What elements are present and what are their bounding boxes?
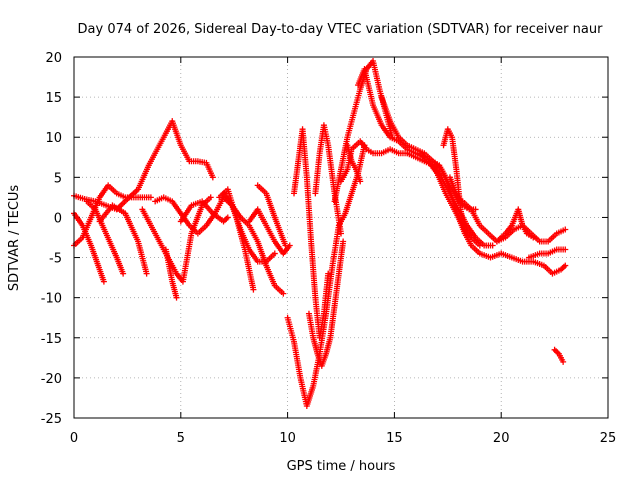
data-point [209, 174, 216, 181]
series-track-20 [344, 142, 364, 185]
series-track-12 [246, 206, 293, 257]
data-point [560, 358, 567, 365]
series-track-31 [525, 246, 569, 261]
y-tick-label: -15 [41, 332, 62, 347]
series-track-13 [254, 182, 289, 249]
data-point [147, 194, 154, 201]
data-point [530, 234, 537, 241]
data-point [271, 250, 278, 257]
data-point [224, 214, 231, 221]
y-tick-label: 20 [45, 51, 62, 66]
series-track-16 [305, 238, 347, 369]
series-track-11 [220, 190, 287, 297]
y-tick-label: -5 [49, 252, 62, 267]
x-tick-label: 5 [177, 431, 185, 446]
data-point [282, 242, 289, 249]
y-tick-label: 10 [45, 131, 62, 146]
x-tick-label: 25 [600, 431, 617, 446]
data-point [100, 278, 107, 285]
y-axis-label: SDTVAR / TECUs [7, 185, 22, 292]
series-track-32 [551, 346, 567, 365]
series-track-9 [177, 198, 231, 225]
x-tick-label: 20 [493, 431, 510, 446]
data-point [461, 230, 468, 237]
data-point [250, 286, 257, 293]
data-point [173, 294, 180, 301]
data-point [357, 178, 364, 185]
data-point [120, 270, 127, 277]
y-tick-label: -25 [41, 412, 62, 427]
x-tick-label: 15 [386, 431, 403, 446]
series-track-30 [498, 250, 569, 277]
data-point [325, 270, 332, 277]
data-point [562, 226, 569, 233]
data-point [338, 230, 344, 237]
y-tick-label: 5 [54, 171, 62, 186]
series-track-3 [71, 210, 107, 285]
data-point [207, 194, 214, 201]
y-tick-label: 15 [45, 91, 62, 106]
y-tick-label: -10 [41, 292, 62, 307]
series-track-4 [83, 198, 127, 277]
data-point [489, 242, 496, 249]
x-tick-label: 0 [70, 431, 78, 446]
plot-frame [73, 56, 609, 419]
x-tick-label: 10 [279, 431, 296, 446]
data-point [143, 270, 150, 277]
series-track-6 [139, 194, 214, 285]
data-points [71, 58, 569, 409]
tick-labels: 0 5 10 15 20 25 -25 -20 -15 -10 -5 0 5 10 15 20 [41, 51, 617, 446]
data-point [280, 290, 287, 297]
data-point [340, 238, 347, 245]
x-axis-label: GPS time / hours [287, 459, 396, 474]
series-track-15 [291, 126, 332, 341]
series-track-7 [162, 246, 180, 301]
data-point [476, 242, 483, 249]
series-track-29 [493, 206, 537, 245]
chart-title: Day 074 of 2026, Sidereal Day-to-day VTE… [78, 22, 604, 37]
series-track-5 [96, 202, 150, 277]
y-tick-label: 0 [54, 211, 62, 226]
data-point [562, 246, 569, 253]
y-tick-label: -20 [41, 372, 62, 387]
data-point [562, 262, 569, 269]
